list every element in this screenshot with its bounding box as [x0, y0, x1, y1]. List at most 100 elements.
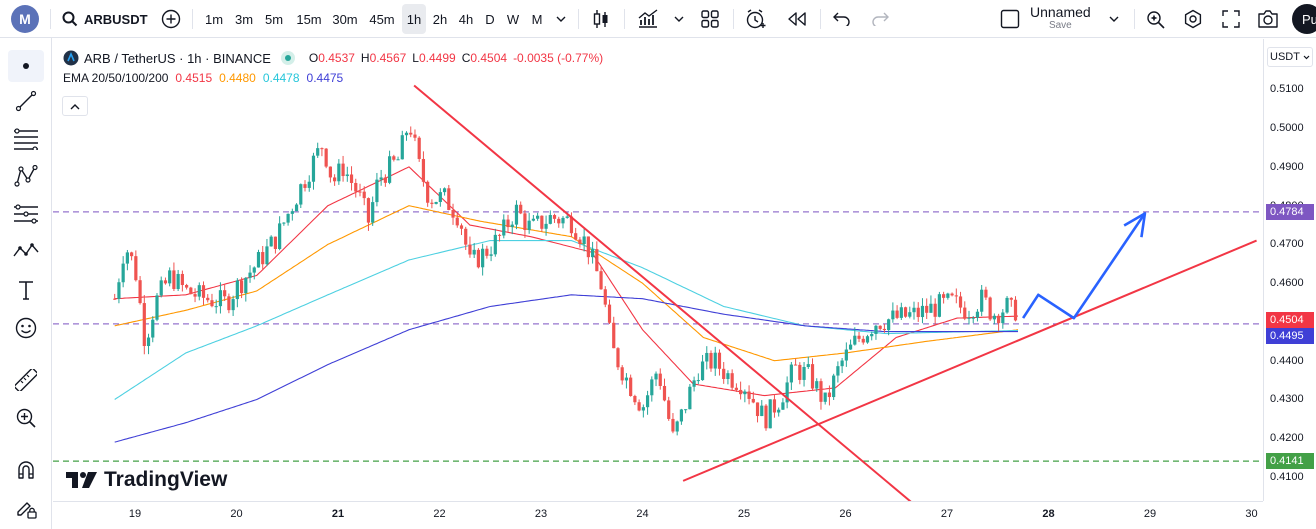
trend-line-tool[interactable]: [8, 87, 44, 119]
candle-body: [895, 310, 899, 318]
interval-2h-button[interactable]: 2h: [432, 11, 448, 27]
candle: [472, 243, 476, 259]
user-avatar[interactable]: M: [8, 4, 42, 34]
compare-symbol-button[interactable]: [156, 4, 186, 34]
fullscreen-button[interactable]: [1216, 4, 1246, 34]
time-tick-label: 22: [433, 508, 446, 520]
interval-4h-button[interactable]: 4h: [458, 11, 474, 27]
layout-menu-button[interactable]: Unnamed Save: [1000, 4, 1130, 34]
candle: [709, 350, 713, 372]
candle-body: [282, 222, 286, 224]
interval-45m-button[interactable]: 45m: [369, 11, 395, 27]
settings-button[interactable]: [1178, 4, 1208, 34]
candle-body: [700, 361, 705, 381]
candle-body: [916, 307, 920, 318]
candle-body: [117, 282, 121, 299]
legend-symbol[interactable]: ARB / TetherUS · 1h · BINANCE: [84, 50, 271, 66]
magnet-tool[interactable]: [8, 456, 44, 488]
legend-ema-row[interactable]: EMA 20/50/100/200 0.4515 0.4480 0.4478 0…: [63, 68, 603, 88]
time-tick-label: 25: [737, 508, 751, 520]
candle: [176, 269, 180, 292]
undo-button[interactable]: [828, 4, 856, 34]
candle-body: [696, 380, 700, 382]
interval-30m-button[interactable]: 30m: [332, 11, 358, 27]
candle-body: [223, 290, 227, 297]
candle-body: [294, 204, 299, 212]
top-toolbar: M ARBUSDT 1m 3m 5m 15m 30m 45m 1h 2h 4h D W M: [0, 0, 1316, 38]
interval-m-button[interactable]: M: [531, 11, 543, 27]
price-tick-label: 0.5000: [1270, 122, 1304, 135]
cursor-tool[interactable]: [8, 50, 44, 82]
candle-body: [832, 375, 836, 398]
candle-body: [130, 252, 134, 257]
symbol-search[interactable]: ARBUSDT: [58, 4, 150, 34]
candle: [819, 378, 823, 410]
publish-button[interactable]: Pu: [1292, 4, 1316, 34]
candle-body: [442, 188, 447, 193]
ema50-line: [114, 205, 1019, 362]
measure-tool[interactable]: [8, 366, 44, 398]
candle-body: [709, 352, 713, 369]
candle-body: [404, 132, 409, 136]
candle-body: [684, 409, 688, 411]
indicators-dropdown[interactable]: [668, 4, 690, 34]
interval-w-button[interactable]: W: [506, 11, 520, 27]
icons-tool[interactable]: [8, 314, 44, 346]
candle: [387, 150, 392, 185]
interval-1h-button[interactable]: 1h: [402, 4, 426, 34]
interval-5m-button[interactable]: 5m: [264, 11, 284, 27]
candle-body: [755, 402, 760, 417]
candle-body: [527, 220, 531, 231]
text-tool[interactable]: [8, 276, 44, 308]
candle: [641, 404, 645, 418]
price-chart[interactable]: [53, 39, 1263, 501]
lock-drawing-tool[interactable]: [8, 494, 44, 526]
quick-search-button[interactable]: [1141, 4, 1171, 34]
candle-body: [561, 217, 565, 224]
redo-button[interactable]: [866, 4, 894, 34]
replay-button[interactable]: [782, 4, 812, 34]
candle-body: [417, 137, 421, 159]
fib-tool[interactable]: [8, 125, 44, 157]
interval-1m-button[interactable]: 1m: [204, 11, 224, 27]
candle-body: [1009, 297, 1013, 300]
chart-type-button[interactable]: [586, 4, 616, 34]
legend-collapse-button[interactable]: [62, 96, 88, 116]
time-scale[interactable]: 19 20 21 22 23 24 25 26 27 28 29 30: [53, 501, 1263, 529]
price-scale[interactable]: USDT 0.51000.50000.49000.48000.47000.460…: [1263, 39, 1316, 501]
interval-d-button[interactable]: D: [485, 11, 495, 27]
candle: [726, 370, 730, 385]
chevron-down-icon: [556, 16, 566, 22]
interval-3m-button[interactable]: 3m: [234, 11, 254, 27]
forecast-tool[interactable]: [8, 200, 44, 232]
candle-body: [658, 373, 662, 386]
candle-body: [650, 379, 654, 396]
candle-body: [510, 224, 514, 228]
pattern-tool[interactable]: [8, 162, 44, 194]
candle-body: [168, 270, 172, 284]
candle: [899, 302, 903, 321]
candle-body: [988, 297, 992, 320]
snapshot-button[interactable]: [1253, 4, 1283, 34]
candle-body: [261, 252, 265, 265]
candle: [239, 277, 244, 299]
alert-button[interactable]: [740, 4, 772, 34]
currency-selector[interactable]: USDT: [1267, 47, 1313, 67]
candle-body: [438, 192, 442, 202]
templates-button[interactable]: [695, 4, 725, 34]
zoom-tool[interactable]: [8, 404, 44, 436]
divider: [50, 9, 51, 29]
dot-cursor-icon: [22, 57, 30, 75]
brush-tool[interactable]: [8, 237, 44, 269]
candle-body: [252, 267, 256, 273]
interval-dropdown-button[interactable]: [550, 4, 572, 34]
interval-15m-button[interactable]: 15m: [296, 11, 322, 27]
candle: [992, 313, 996, 325]
candle-body: [595, 249, 599, 272]
save-label[interactable]: Save: [1048, 20, 1072, 31]
candle: [777, 407, 781, 417]
candle-body: [311, 155, 316, 182]
candle: [434, 201, 438, 205]
candle-body: [155, 295, 159, 320]
indicators-button[interactable]: [632, 4, 664, 34]
